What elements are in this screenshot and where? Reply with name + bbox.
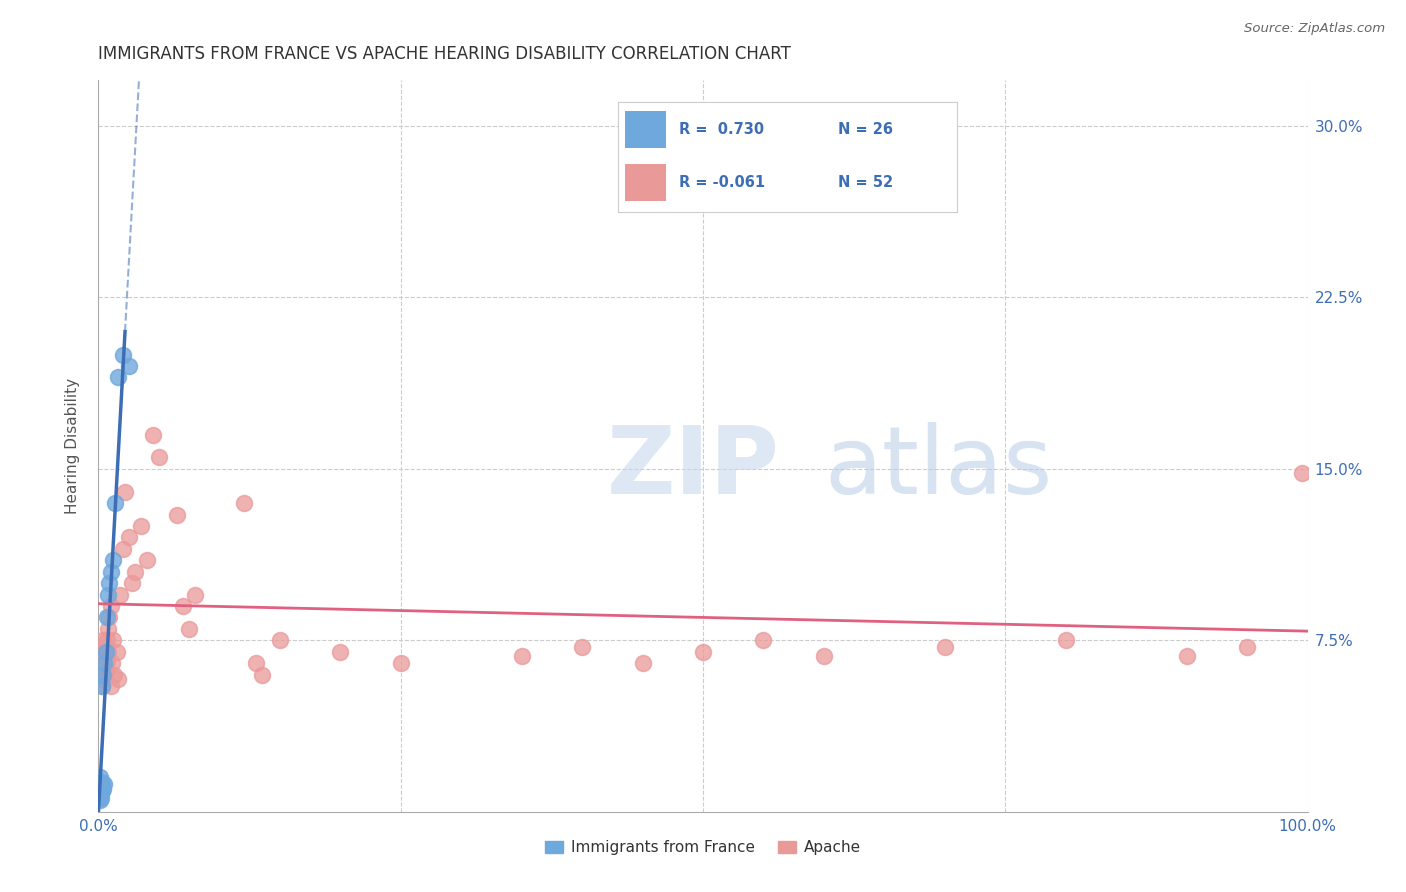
Point bbox=[1175, 649, 1198, 664]
Point bbox=[108, 588, 131, 602]
Point bbox=[250, 667, 273, 681]
Point bbox=[100, 599, 122, 613]
Point bbox=[118, 530, 141, 544]
Point bbox=[101, 553, 124, 567]
Point bbox=[94, 640, 117, 655]
Point bbox=[97, 588, 120, 602]
Point bbox=[93, 649, 115, 664]
Point bbox=[100, 679, 122, 693]
Point bbox=[148, 450, 170, 465]
Point bbox=[121, 576, 143, 591]
Point bbox=[96, 610, 118, 624]
Point bbox=[91, 667, 114, 681]
Point bbox=[107, 672, 129, 686]
Point bbox=[631, 656, 654, 670]
Point bbox=[129, 519, 152, 533]
Point bbox=[93, 672, 115, 686]
Point bbox=[93, 777, 115, 791]
Point bbox=[104, 496, 127, 510]
Point bbox=[100, 656, 122, 670]
Point bbox=[107, 370, 129, 384]
Point bbox=[98, 610, 121, 624]
Point bbox=[934, 640, 956, 655]
Point bbox=[813, 649, 835, 664]
Point bbox=[100, 565, 122, 579]
Point bbox=[510, 649, 533, 664]
Point bbox=[389, 656, 412, 670]
Point bbox=[90, 667, 112, 681]
Point bbox=[135, 553, 157, 567]
Point bbox=[90, 775, 112, 789]
Point bbox=[91, 781, 114, 796]
Text: ZIP: ZIP bbox=[606, 422, 779, 514]
Point bbox=[98, 576, 121, 591]
Point bbox=[1054, 633, 1077, 648]
Point bbox=[96, 654, 118, 668]
Point bbox=[142, 427, 165, 442]
Point bbox=[111, 347, 134, 362]
Point bbox=[91, 784, 114, 798]
Point bbox=[97, 645, 120, 659]
Point bbox=[1291, 467, 1313, 481]
Point bbox=[93, 656, 115, 670]
Point bbox=[101, 633, 124, 648]
Point bbox=[571, 640, 593, 655]
Point bbox=[179, 622, 201, 636]
Point bbox=[103, 667, 125, 681]
Point bbox=[124, 565, 146, 579]
Point bbox=[172, 599, 194, 613]
Point bbox=[232, 496, 254, 510]
Point bbox=[752, 633, 775, 648]
Point bbox=[91, 645, 114, 659]
Point bbox=[1236, 640, 1258, 655]
Text: atlas: atlas bbox=[824, 422, 1052, 514]
Point bbox=[105, 645, 128, 659]
Text: IMMIGRANTS FROM FRANCE VS APACHE HEARING DISABILITY CORRELATION CHART: IMMIGRANTS FROM FRANCE VS APACHE HEARING… bbox=[98, 45, 792, 63]
Point bbox=[329, 645, 352, 659]
Point bbox=[91, 656, 114, 670]
Point bbox=[114, 484, 136, 499]
Point bbox=[90, 791, 112, 805]
Point bbox=[89, 781, 111, 796]
Point bbox=[269, 633, 291, 648]
Point bbox=[184, 588, 207, 602]
Point bbox=[245, 656, 267, 670]
Point bbox=[91, 679, 114, 693]
Point bbox=[89, 777, 111, 791]
Point bbox=[692, 645, 714, 659]
Point bbox=[89, 789, 111, 803]
Point bbox=[94, 645, 117, 659]
Point bbox=[118, 359, 141, 373]
Point bbox=[111, 541, 134, 556]
Point bbox=[94, 663, 117, 677]
Point bbox=[91, 777, 114, 791]
Point bbox=[90, 787, 112, 801]
Point bbox=[90, 781, 112, 796]
Point bbox=[96, 633, 118, 648]
Point bbox=[89, 771, 111, 785]
Text: Source: ZipAtlas.com: Source: ZipAtlas.com bbox=[1244, 22, 1385, 36]
Point bbox=[91, 633, 114, 648]
Point bbox=[89, 793, 111, 807]
Point bbox=[97, 622, 120, 636]
Y-axis label: Hearing Disability: Hearing Disability bbox=[65, 378, 80, 514]
Legend: Immigrants from France, Apache: Immigrants from France, Apache bbox=[546, 840, 860, 855]
Point bbox=[166, 508, 188, 522]
Point bbox=[91, 679, 114, 693]
